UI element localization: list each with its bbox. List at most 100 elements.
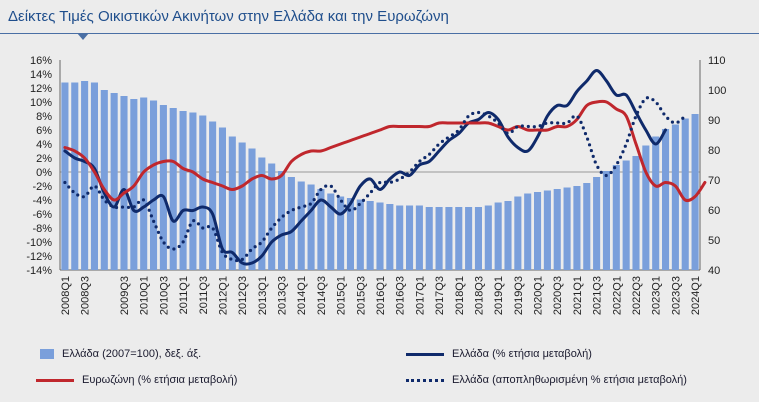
legend-bars: Ελλάδα (2007=100), δεξ. άξ. — [40, 348, 201, 360]
bar — [337, 196, 345, 270]
bar — [120, 96, 128, 270]
legend-greece-line: Ελλάδα (% ετήσια μεταβολή) — [406, 348, 592, 360]
bar — [307, 184, 315, 270]
x-tick-label: 2023Q1 — [651, 276, 663, 315]
x-tick-label: 2011Q1 — [178, 276, 190, 314]
left-tick-label: 2% — [36, 153, 52, 165]
right-tick-label: 70 — [708, 175, 720, 187]
right-tick-label: 40 — [708, 265, 720, 277]
bar — [504, 201, 512, 270]
bar — [435, 207, 443, 270]
x-tick-label: 2018Q1 — [454, 276, 466, 315]
legend-swatch-bars — [40, 349, 54, 359]
bar — [179, 111, 187, 270]
bar — [100, 90, 108, 270]
bar — [81, 81, 89, 270]
legend-label-eurozone-line: Ευρωζώνη (% ετήσια μεταβολή) — [82, 374, 238, 386]
bar — [228, 136, 236, 270]
bar — [474, 207, 483, 270]
bar — [494, 202, 502, 270]
legend-label-greece-real-line: Ελλάδα (αποπληθωρισμένη % ετήσια μεταβολ… — [452, 374, 687, 386]
bar — [602, 171, 611, 270]
bar — [277, 171, 286, 270]
bar — [396, 205, 404, 270]
x-tick-label: 2016Q3 — [395, 276, 407, 315]
eurozone-annual-change-line — [63, 99, 707, 203]
bar — [90, 82, 99, 270]
bar — [248, 148, 256, 270]
bar — [681, 118, 689, 270]
bar — [573, 186, 581, 270]
bar — [327, 193, 335, 270]
bar — [524, 193, 532, 270]
bar — [543, 190, 551, 270]
bar — [691, 114, 699, 270]
legend-swatch-greece-line — [406, 352, 444, 356]
bar — [405, 205, 414, 270]
bar — [484, 205, 492, 270]
bar — [238, 142, 246, 270]
x-tick-label: 2021Q1 — [572, 276, 584, 315]
left-tick-label: 4% — [36, 139, 52, 151]
x-tick-label: 2018Q3 — [473, 276, 485, 315]
left-tick-label: -4% — [32, 195, 52, 207]
bar — [465, 207, 473, 270]
bar — [61, 82, 69, 270]
x-tick-label: 2012Q1 — [217, 276, 229, 315]
bar — [287, 177, 295, 270]
bar — [159, 105, 167, 270]
x-tick-label: 2014Q1 — [296, 276, 308, 315]
x-tick-label: 2017Q3 — [434, 276, 446, 315]
x-tick-label: 2022Q3 — [631, 276, 643, 315]
x-tick-label: 2017Q1 — [414, 276, 426, 315]
bar — [652, 136, 660, 270]
bar — [149, 100, 158, 270]
right-tick-label: 80 — [708, 145, 720, 157]
bar — [71, 82, 79, 270]
x-tick-label: 2008Q3 — [80, 276, 92, 315]
x-tick-label: 2015Q3 — [355, 276, 367, 315]
bar — [209, 121, 217, 270]
bar — [514, 196, 522, 270]
x-tick-label: 2011Q3 — [198, 276, 210, 314]
line-series — [63, 69, 707, 266]
left-tick-label: -2% — [32, 181, 52, 193]
x-tick-label: 2009Q3 — [119, 276, 131, 315]
bar — [661, 129, 670, 270]
bar — [415, 205, 423, 270]
bar — [317, 189, 325, 270]
x-tick-label: 2024Q1 — [690, 276, 702, 315]
bar — [356, 199, 364, 270]
bar — [366, 201, 374, 270]
bar — [553, 189, 561, 270]
x-tick-label: 2021Q3 — [592, 276, 604, 315]
legend-label-greece-line: Ελλάδα (% ετήσια μεταβολή) — [452, 348, 592, 360]
bar — [258, 157, 266, 270]
bar — [622, 160, 630, 270]
x-tick-label: 2023Q3 — [670, 276, 682, 315]
left-tick-label: 14% — [30, 69, 52, 81]
left-tick-label: -14% — [26, 265, 52, 277]
right-tick-label: 50 — [708, 235, 720, 247]
left-tick-label: -8% — [32, 223, 52, 235]
left-tick-label: -10% — [26, 237, 52, 249]
chart-title: Δείκτες Τιμές Οικιστικών Ακινήτων στην Ε… — [8, 8, 449, 25]
bar — [199, 115, 207, 270]
left-tick-label: 10% — [30, 97, 52, 109]
x-tick-label: 2012Q3 — [237, 276, 249, 315]
x-tick-label: 2022Q1 — [611, 276, 623, 315]
greece-real-annual-change-line — [63, 96, 687, 263]
right-tick-label: 90 — [708, 115, 720, 127]
left-tick-label: 8% — [36, 111, 52, 123]
x-tick-label: 2010Q3 — [158, 276, 170, 315]
bar — [671, 124, 679, 270]
bar — [455, 207, 463, 270]
x-tick-label: 2014Q3 — [316, 276, 328, 315]
legend-eurozone-line: Ευρωζώνη (% ετήσια μεταβολή) — [36, 374, 237, 386]
bar — [110, 93, 118, 270]
bar — [425, 207, 433, 270]
left-tick-label: 12% — [30, 83, 52, 95]
bar — [386, 204, 394, 270]
title-notch — [77, 33, 89, 40]
